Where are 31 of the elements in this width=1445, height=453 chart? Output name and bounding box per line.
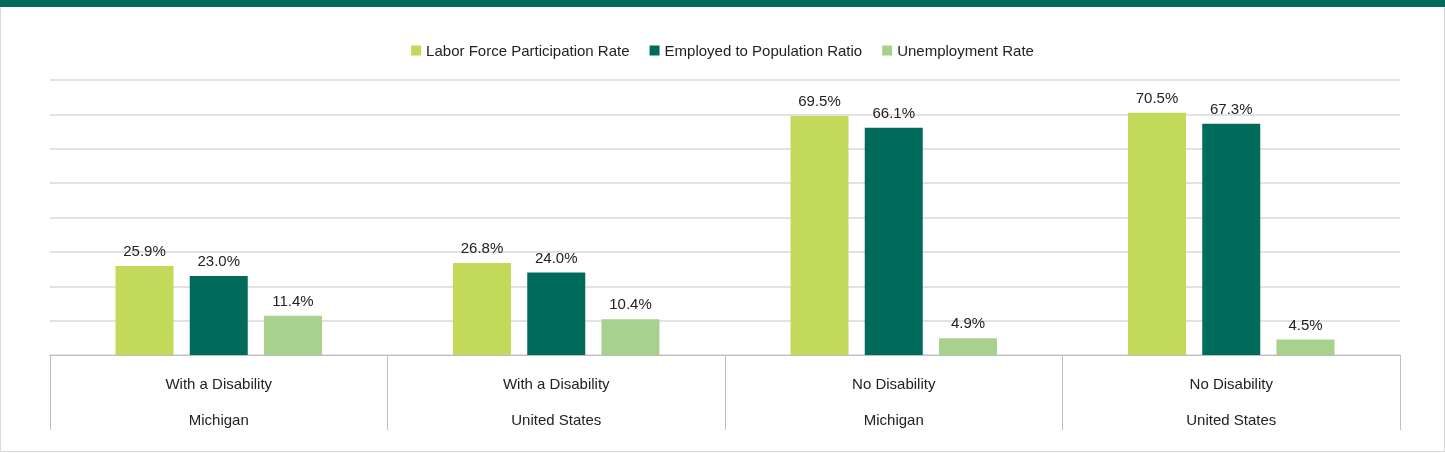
bar xyxy=(189,275,248,355)
bar xyxy=(864,127,923,355)
data-label: 24.0% xyxy=(534,248,578,266)
data-label: 11.4% xyxy=(272,291,314,309)
data-label: 4.5% xyxy=(1288,315,1323,333)
bar xyxy=(601,319,660,355)
bar xyxy=(263,315,322,355)
bar xyxy=(527,272,586,355)
legend-label: Unemployment Rate xyxy=(897,42,1034,59)
data-label: 23.0% xyxy=(197,251,241,269)
category-label: With a Disability Michigan xyxy=(165,374,273,428)
data-label: 70.5% xyxy=(1135,88,1179,106)
data-label: 66.1% xyxy=(872,103,916,121)
bar xyxy=(115,265,174,355)
bar xyxy=(1128,112,1187,355)
bar xyxy=(1276,339,1335,355)
bar xyxy=(790,116,849,355)
category-label: With a Disability United States xyxy=(502,374,610,428)
legend-label: Employed to Population Ratio xyxy=(664,42,863,59)
data-label: 26.8% xyxy=(460,238,504,256)
bar xyxy=(1202,123,1261,355)
data-label: 69.5% xyxy=(798,92,841,110)
category-label: No Disability United States xyxy=(1186,374,1277,428)
bar xyxy=(938,338,997,355)
legend-label: Labor Force Participation Rate xyxy=(426,42,630,59)
bar xyxy=(453,262,512,355)
data-label: 10.4% xyxy=(609,295,652,313)
data-label: 4.9% xyxy=(950,314,986,332)
category-label: No Disability Michigan xyxy=(852,374,936,428)
data-label: 25.9% xyxy=(123,241,166,259)
data-label: 67.3% xyxy=(1209,99,1253,117)
